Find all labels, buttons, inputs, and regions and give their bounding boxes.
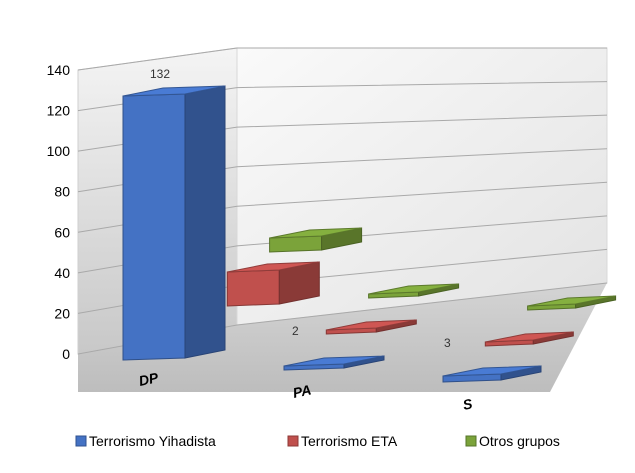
bar-terrorismo-yihadista-pa xyxy=(283,355,385,371)
legend-label-otros: Otros grupos xyxy=(479,433,560,449)
y-tick-label: 20 xyxy=(54,305,70,321)
bar-terrorismo-eta-pa xyxy=(325,319,417,335)
bars xyxy=(122,85,617,383)
legend: Terrorismo Yihadista Terrorismo ETA Otro… xyxy=(75,433,560,449)
legend-item-eta: Terrorismo ETA xyxy=(287,433,398,449)
y-tick-label: 0 xyxy=(62,346,70,362)
y-tick-label: 40 xyxy=(54,265,70,281)
legend-swatch-otros xyxy=(465,435,477,447)
data-label-dp: 132 xyxy=(150,67,170,81)
bar-otros-grupos-pa xyxy=(368,283,460,299)
bar-terrorismo-eta-s xyxy=(484,331,574,347)
y-tick-label: 60 xyxy=(54,224,70,240)
data-label-s: 3 xyxy=(444,336,451,350)
legend-item-yihadista: Terrorismo Yihadista xyxy=(75,433,216,449)
y-tick-label: 80 xyxy=(54,184,70,200)
legend-swatch-yihadista xyxy=(75,435,87,447)
category-label-dp: DP xyxy=(137,369,160,389)
y-tick-label: 100 xyxy=(47,143,71,159)
legend-label-yihadista: Terrorismo Yihadista xyxy=(89,433,216,449)
bar-terrorismo-eta-dp xyxy=(226,261,320,307)
y-axis-ticks: 0 20 40 60 80 100 120 140 xyxy=(47,62,71,362)
gridline xyxy=(77,47,607,71)
category-label-s: S xyxy=(461,395,474,413)
bar-terrorismo-yihadista-dp xyxy=(122,85,226,361)
y-tick-label: 140 xyxy=(47,62,71,78)
bar-otros-grupos-dp xyxy=(269,227,363,253)
legend-item-otros: Otros grupos xyxy=(465,433,560,449)
floor xyxy=(78,283,607,392)
legend-label-eta: Terrorismo ETA xyxy=(301,433,398,449)
y-tick-label: 120 xyxy=(47,103,71,119)
legend-swatch-eta xyxy=(287,435,299,447)
data-label-pa: 2 xyxy=(292,324,299,338)
bar-terrorismo-yihadista-s xyxy=(442,365,542,383)
bar-otros-grupos-s xyxy=(527,295,617,311)
category-label-pa: PA xyxy=(291,381,312,400)
